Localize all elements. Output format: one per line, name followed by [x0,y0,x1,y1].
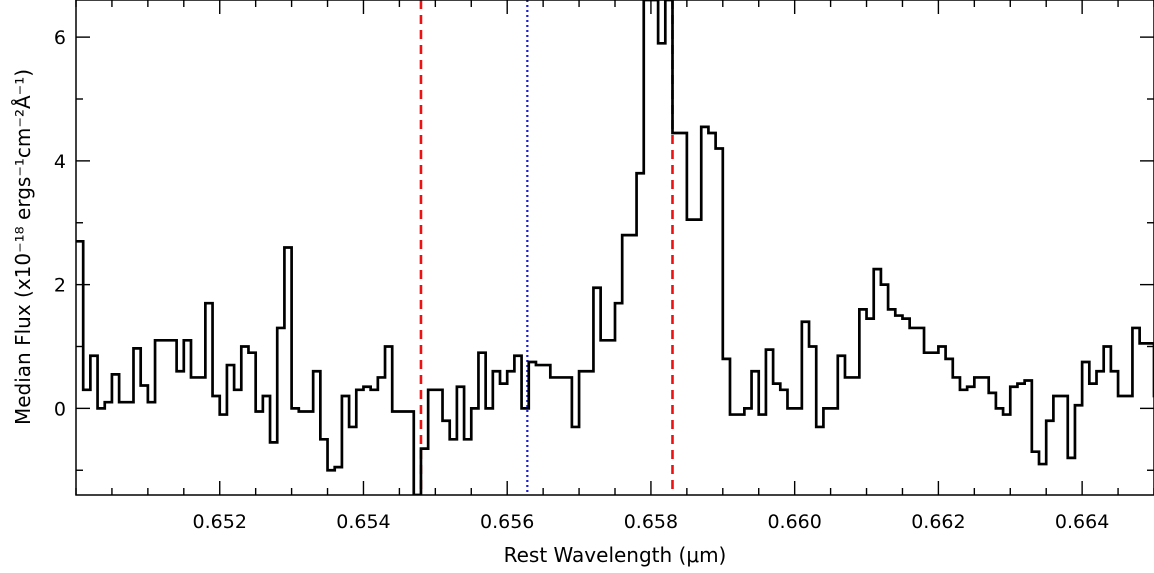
y-tick-label: 6 [54,27,66,49]
spectrum-series-line [76,0,1154,495]
y-axis-label: Median Flux (x10⁻¹⁸ ergs⁻¹cm⁻²Å⁻¹) [11,69,35,425]
x-tick-label: 0.658 [624,511,678,533]
x-tick-label: 0.662 [911,511,965,533]
y-axis-ticks: 0 2 4 6 [54,27,1154,471]
plot-frame [75,0,1154,496]
reference-lines [419,0,674,495]
x-axis-label: Rest Wavelength (μm) [504,543,727,567]
x-axis-ticks: 0.652 0.654 0.656 0.658 0.660 0.662 0.664 [75,0,1154,533]
x-tick-label: 0.654 [336,511,390,533]
x-tick-label: 0.664 [1055,511,1109,533]
y-tick-label: 4 [54,151,66,173]
y-tick-label: 2 [54,275,66,297]
x-tick-label: 0.656 [480,511,534,533]
y-tick-label: 0 [54,398,66,420]
x-tick-label: 0.652 [193,511,247,533]
x-tick-label: 0.660 [767,511,821,533]
